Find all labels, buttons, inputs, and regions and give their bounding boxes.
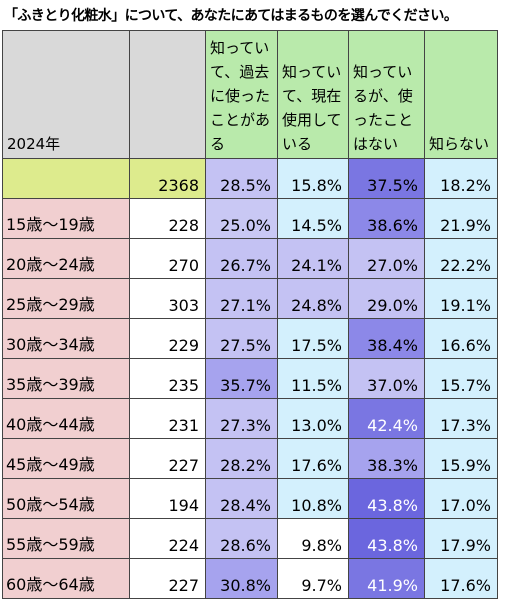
percentage-cell: 29.0% (348, 278, 425, 319)
column-header: 知らない (424, 30, 498, 159)
percentage-cell: 16.6% (424, 318, 498, 359)
percentage-cell: 15.7% (424, 358, 498, 399)
results-table: 2024年 知っていて、過去に使ったことがある 知っていて、現在使用している 知… (2, 30, 498, 599)
respondent-count: 303 (129, 278, 206, 319)
percentage-cell: 38.3% (348, 438, 425, 479)
age-group-label: 15歳～19歳 (2, 198, 130, 239)
percentage-cell: 27.3% (205, 398, 278, 439)
percentage-cell: 14.5% (277, 198, 349, 239)
column-header: 知っていて、過去に使ったことがある (205, 30, 278, 159)
percentage-cell: 27.1% (205, 278, 278, 319)
percentage-cell: 17.6% (424, 558, 498, 599)
age-group-label: 25歳～29歳 (2, 278, 130, 319)
respondent-count: 231 (129, 398, 206, 439)
table-row: 25歳～29歳 303 27.1% 24.8% 29.0% 19.1% (2, 278, 498, 319)
percentage-cell: 17.6% (277, 438, 349, 479)
table-row: 55歳～59歳 224 28.6% 9.8% 43.8% 17.9% (2, 518, 498, 559)
age-group-label: 30歳～34歳 (2, 318, 130, 359)
percentage-cell: 42.4% (348, 398, 425, 439)
percentage-cell: 43.8% (348, 518, 425, 559)
percentage-cell: 35.7% (205, 358, 278, 399)
percentage-cell: 15.9% (424, 438, 498, 479)
table-row: 15歳～19歳 228 25.0% 14.5% 38.6% 21.9% (2, 198, 498, 239)
percentage-cell: 24.1% (277, 238, 349, 279)
percentage-cell: 19.1% (424, 278, 498, 319)
age-group-label: 55歳～59歳 (2, 518, 130, 559)
total-label-cell (2, 158, 130, 199)
header-row: 2024年 知っていて、過去に使ったことがある 知っていて、現在使用している 知… (2, 30, 498, 159)
respondent-count: 2368 (129, 158, 206, 199)
respondent-count: 227 (129, 558, 206, 599)
percentage-cell: 27.5% (205, 318, 278, 359)
respondent-count: 194 (129, 478, 206, 519)
percentage-cell: 9.8% (277, 518, 349, 559)
percentage-cell: 37.0% (348, 358, 425, 399)
column-header: 知っているが、使ったことはない (348, 30, 425, 159)
survey-title: 「ふきとり化粧水」について、あなたにあてはまるものを選んでください。 (4, 8, 458, 24)
percentage-cell: 21.9% (424, 198, 498, 239)
year-header: 2024年 (2, 30, 130, 159)
respondent-count: 229 (129, 318, 206, 359)
percentage-cell: 41.9% (348, 558, 425, 599)
table-row: 35歳～39歳 235 35.7% 11.5% 37.0% 15.7% (2, 358, 498, 399)
table-row: 40歳～44歳 231 27.3% 13.0% 42.4% 17.3% (2, 398, 498, 439)
age-group-label: 60歳～64歳 (2, 558, 130, 599)
percentage-cell: 17.3% (424, 398, 498, 439)
percentage-cell: 17.5% (277, 318, 349, 359)
age-group-label: 40歳～44歳 (2, 398, 130, 439)
percentage-cell: 17.9% (424, 518, 498, 559)
age-group-label: 50歳～54歳 (2, 478, 130, 519)
age-group-label: 35歳～39歳 (2, 358, 130, 399)
age-group-label: 20歳～24歳 (2, 238, 130, 279)
percentage-cell: 15.8% (277, 158, 349, 199)
table-row: 20歳～24歳 270 26.7% 24.1% 27.0% 22.2% (2, 238, 498, 279)
percentage-cell: 13.0% (277, 398, 349, 439)
table-row: 50歳～54歳 194 28.4% 10.8% 43.8% 17.0% (2, 478, 498, 519)
percentage-cell: 11.5% (277, 358, 349, 399)
percentage-cell: 9.7% (277, 558, 349, 599)
percentage-cell: 24.8% (277, 278, 349, 319)
percentage-cell: 26.7% (205, 238, 278, 279)
table-row: 30歳～34歳 229 27.5% 17.5% 38.4% 16.6% (2, 318, 498, 359)
table-row: 60歳～64歳 227 30.8% 9.7% 41.9% 17.6% (2, 558, 498, 599)
percentage-cell: 38.6% (348, 198, 425, 239)
total-row: 2368 28.5% 15.8% 37.5% 18.2% (2, 158, 498, 199)
percentage-cell: 28.6% (205, 518, 278, 559)
percentage-cell: 28.5% (205, 158, 278, 199)
column-header: 知っていて、現在使用している (277, 30, 349, 159)
respondent-count: 228 (129, 198, 206, 239)
percentage-cell: 27.0% (348, 238, 425, 279)
percentage-cell: 10.8% (277, 478, 349, 519)
age-group-label: 45歳～49歳 (2, 438, 130, 479)
percentage-cell: 28.2% (205, 438, 278, 479)
count-header (129, 30, 206, 159)
respondent-count: 227 (129, 438, 206, 479)
percentage-cell: 43.8% (348, 478, 425, 519)
percentage-cell: 17.0% (424, 478, 498, 519)
percentage-cell: 28.4% (205, 478, 278, 519)
percentage-cell: 37.5% (348, 158, 425, 199)
respondent-count: 224 (129, 518, 206, 559)
table-row: 45歳～49歳 227 28.2% 17.6% 38.3% 15.9% (2, 438, 498, 479)
percentage-cell: 25.0% (205, 198, 278, 239)
respondent-count: 270 (129, 238, 206, 279)
respondent-count: 235 (129, 358, 206, 399)
percentage-cell: 30.8% (205, 558, 278, 599)
percentage-cell: 18.2% (424, 158, 498, 199)
percentage-cell: 38.4% (348, 318, 425, 359)
percentage-cell: 22.2% (424, 238, 498, 279)
